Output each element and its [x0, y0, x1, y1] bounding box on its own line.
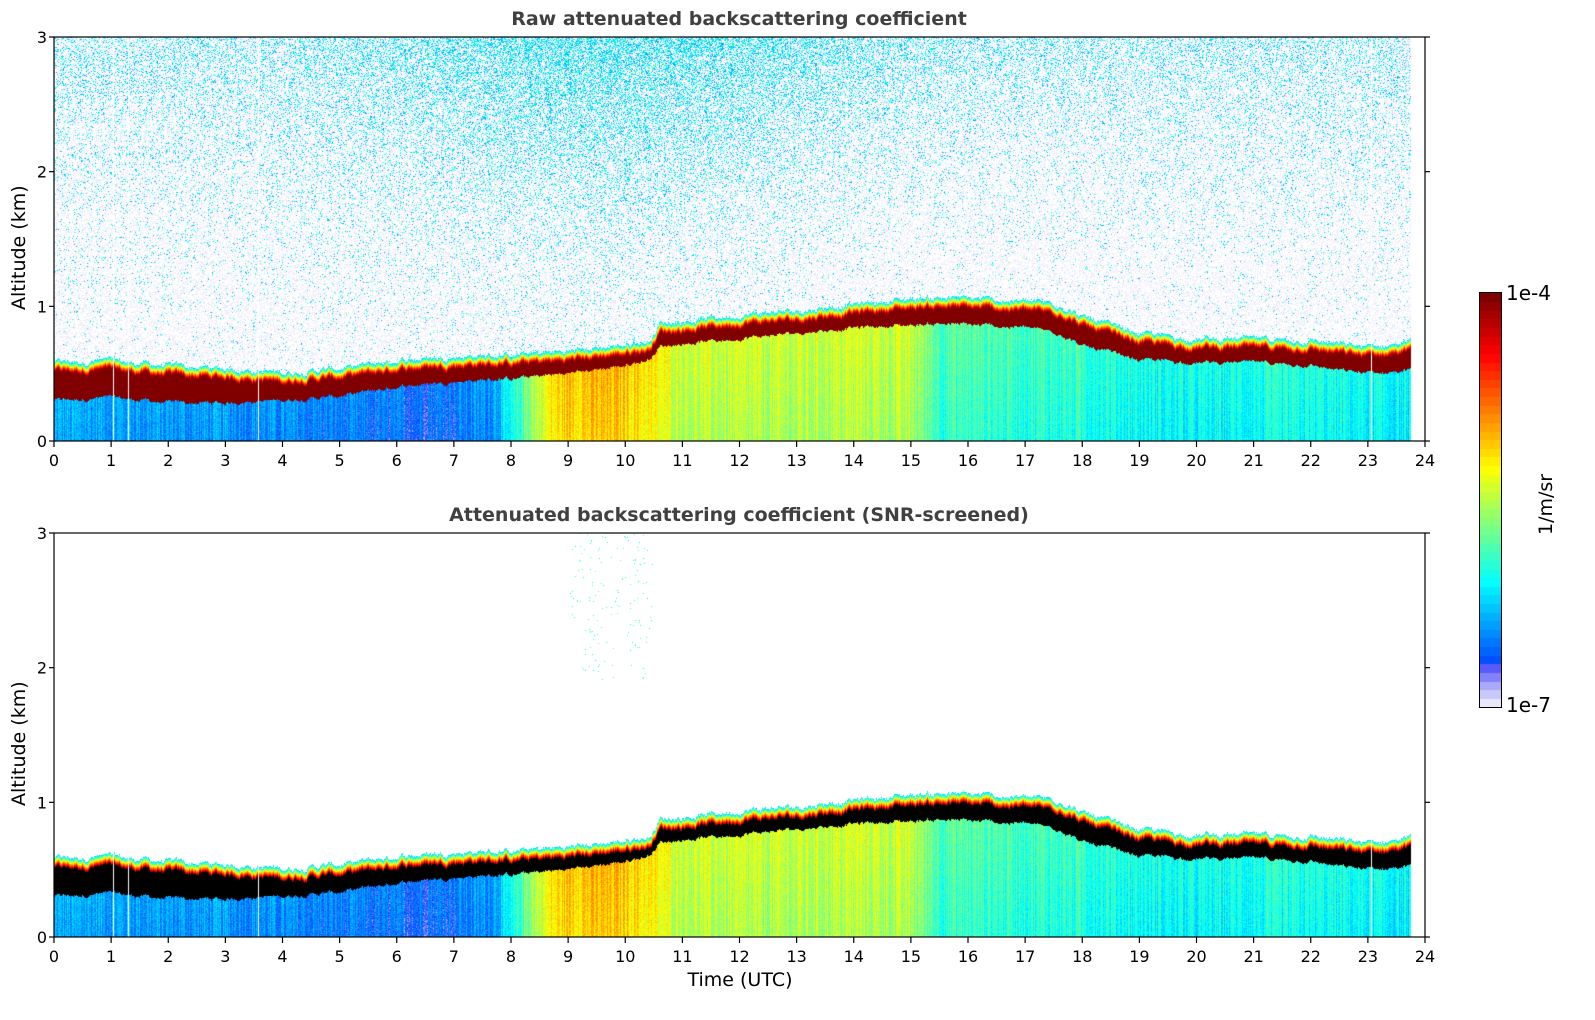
colorbar [1479, 292, 1502, 708]
panel-0-y-tick-label: 2 [37, 163, 47, 182]
panel-1-y-tick-label: 0 [37, 928, 47, 947]
panel-1-x-tick-label: 21 [1243, 947, 1263, 966]
panel-1-x-tick-label: 9 [563, 947, 573, 966]
panel-1-x-tick-label: 5 [335, 947, 345, 966]
panel-0-x-tick-label: 7 [449, 451, 459, 470]
panel-1-x-tick-label: 15 [901, 947, 921, 966]
panel-0-x-tick-label: 0 [49, 451, 59, 470]
panel-1-x-tick-label: 18 [1072, 947, 1092, 966]
panel-0-x-tick-label: 23 [1358, 451, 1378, 470]
panel-1-x-tick-label: 6 [392, 947, 402, 966]
panel-0-x-tick-label: 9 [563, 451, 573, 470]
panel-0-x-tick-label: 6 [392, 451, 402, 470]
bottom-panel-title: Attenuated backscattering coefficient (S… [449, 504, 1029, 526]
panel-0-x-tick-label: 1 [106, 451, 116, 470]
panel-0-x-tick-label: 2 [163, 451, 173, 470]
panel-0-x-tick-label: 12 [729, 451, 749, 470]
colorbar-min-label: 1e-7 [1506, 693, 1551, 717]
panel-0-x-tick-label: 20 [1186, 451, 1206, 470]
top-panel-heatmap [54, 37, 1425, 441]
bottom-panel-heatmap [54, 533, 1425, 937]
panel-1-x-tick-label: 3 [220, 947, 230, 966]
panel-1-x-tick-label: 4 [277, 947, 287, 966]
panel-0-x-tick-label: 16 [958, 451, 978, 470]
panel-1-x-tick-label: 12 [729, 947, 749, 966]
panel-1-x-tick-label: 17 [1015, 947, 1035, 966]
panel-1-frame [53, 532, 1426, 938]
panel-1-x-tick-label: 13 [786, 947, 806, 966]
panel-0-x-tick-label: 5 [335, 451, 345, 470]
panel-0-frame [53, 36, 1426, 442]
panel-0-x-tick-label: 3 [220, 451, 230, 470]
panel-0-x-tick-label: 8 [506, 451, 516, 470]
panel-1-y-tick-label: 1 [37, 793, 47, 812]
panel-1-y-tick-label: 3 [37, 524, 47, 543]
panel-0-x-tick-label: 10 [615, 451, 635, 470]
panel-1-x-tick-label: 22 [1301, 947, 1321, 966]
panel-0-y-tick-label: 1 [37, 297, 47, 316]
panel-0-x-tick-label: 11 [672, 451, 692, 470]
panel-0-y-tick-label: 0 [37, 432, 47, 451]
panel-0-x-tick-label: 13 [786, 451, 806, 470]
panel-0-y-tick-label: 3 [37, 28, 47, 47]
panel-1-x-tick-label: 0 [49, 947, 59, 966]
panel-1-x-tick-label: 10 [615, 947, 635, 966]
panel-1-x-tick-label: 1 [106, 947, 116, 966]
panel-0-x-tick-label: 19 [1129, 451, 1149, 470]
colorbar-max-label: 1e-4 [1506, 281, 1551, 305]
panel-1-x-tick-label: 19 [1129, 947, 1149, 966]
panel-1-x-tick-label: 2 [163, 947, 173, 966]
panel-0-x-tick-label: 18 [1072, 451, 1092, 470]
panel-1-x-tick-label: 8 [506, 947, 516, 966]
panel-1-x-tick-label: 14 [844, 947, 864, 966]
x-axis-label: Time (UTC) [687, 969, 793, 991]
panel-1-x-tick-label: 7 [449, 947, 459, 966]
panel-0-x-tick-label: 4 [277, 451, 287, 470]
top-panel-title: Raw attenuated backscattering coefficien… [511, 8, 967, 30]
panel-1-x-tick-label: 16 [958, 947, 978, 966]
panel-1-x-tick-label: 23 [1358, 947, 1378, 966]
panel-1-y-tick-label: 2 [37, 659, 47, 678]
panel-0-x-tick-label: 17 [1015, 451, 1035, 470]
panel-0-x-tick-label: 14 [844, 451, 864, 470]
panel-1-x-tick-label: 20 [1186, 947, 1206, 966]
panel-0-x-tick-label: 22 [1301, 451, 1321, 470]
panel-0-x-tick-label: 15 [901, 451, 921, 470]
panel-1-x-tick-label: 11 [672, 947, 692, 966]
panel-1-x-tick-label: 24 [1415, 947, 1435, 966]
panel-0-x-tick-label: 24 [1415, 451, 1435, 470]
panel-0-x-tick-label: 21 [1243, 451, 1263, 470]
